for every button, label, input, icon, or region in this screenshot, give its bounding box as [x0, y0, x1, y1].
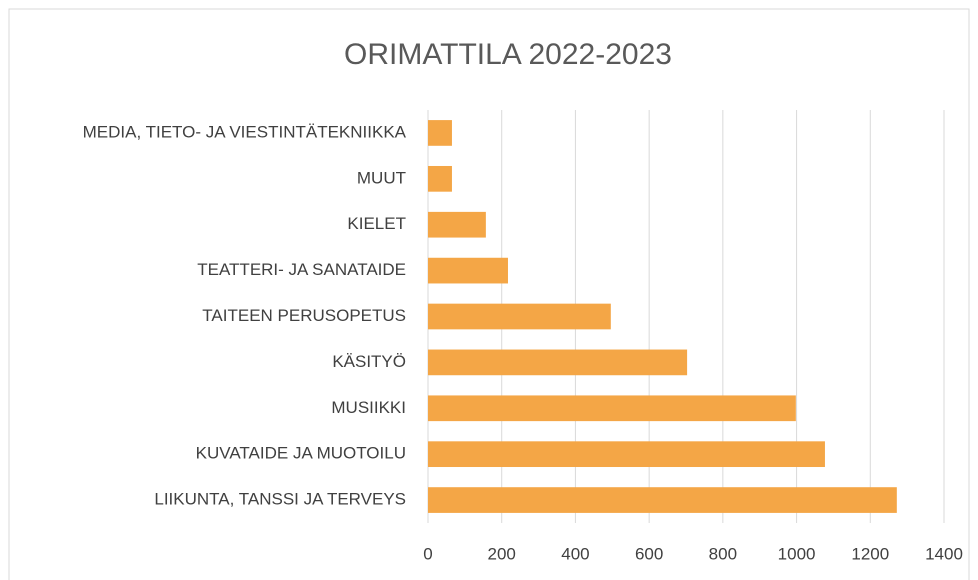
x-tick-label: 1200 — [851, 544, 889, 563]
y-tick-label: MUUT — [357, 168, 406, 187]
y-tick-label: KIELET — [347, 214, 406, 233]
y-tick-label: TAITEEN PERUSOPETUS — [202, 306, 406, 325]
x-tick-label: 1400 — [925, 544, 963, 563]
bar — [428, 395, 796, 422]
y-tick-label: MEDIA, TIETO- JA VIESTINTÄTEKNIIKKA — [83, 122, 407, 141]
x-tick-label: 600 — [635, 544, 663, 563]
bar — [428, 165, 452, 192]
bar — [428, 120, 452, 146]
x-tick-label: 400 — [561, 544, 589, 563]
bar — [428, 211, 486, 238]
chart-frame — [8, 8, 970, 580]
y-tick-label: MUSIIKKI — [331, 398, 406, 417]
bar — [428, 303, 611, 330]
bar — [428, 441, 825, 468]
x-tick-label: 0 — [423, 544, 432, 563]
x-tick-label: 1000 — [778, 544, 816, 563]
x-tick-label: 200 — [488, 544, 516, 563]
y-tick-label: KÄSITYÖ — [332, 352, 406, 371]
y-tick-label: LIIKUNTA, TANSSI JA TERVEYS — [154, 490, 406, 509]
chart-title: ORIMATTILA 2022-2023 — [344, 38, 672, 71]
bar — [428, 349, 688, 376]
y-tick-label: TEATTERI- JA SANATAIDE — [197, 260, 406, 279]
y-tick-label: KUVATAIDE JA MUOTOILU — [196, 444, 406, 463]
x-tick-label: 800 — [709, 544, 737, 563]
bar — [428, 487, 897, 513]
bar — [428, 257, 508, 284]
